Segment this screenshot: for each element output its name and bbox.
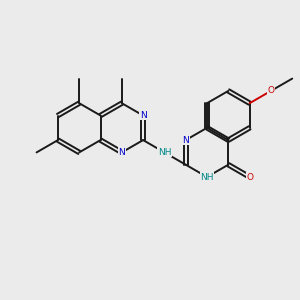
Text: N: N [140, 111, 146, 120]
Text: N: N [118, 148, 125, 157]
Text: NH: NH [158, 148, 171, 157]
Text: O: O [246, 172, 253, 182]
Text: N: N [182, 136, 189, 145]
Text: O: O [267, 86, 274, 95]
Text: NH: NH [200, 172, 214, 182]
